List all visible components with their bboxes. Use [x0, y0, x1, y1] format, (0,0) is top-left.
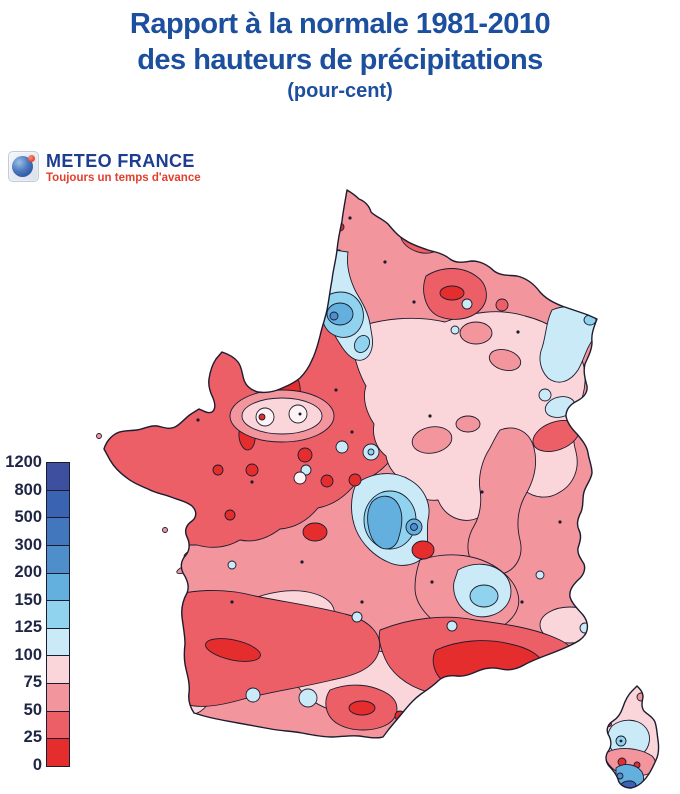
legend-label: 50 [23, 700, 42, 719]
legend-label: 125 [14, 618, 42, 636]
legend-bar [46, 462, 70, 767]
legend-label: 800 [14, 480, 42, 499]
auvergne-wet-zone [351, 473, 435, 566]
legend-label: 150 [14, 590, 42, 609]
logo-name: METEO FRANCE [46, 151, 195, 171]
legend-swatch [47, 600, 69, 628]
globe-icon [8, 151, 39, 182]
legend-swatch [47, 572, 69, 601]
alsace-wet-zone [539, 306, 599, 418]
legend-label: 200 [14, 563, 42, 581]
france-coastline [103, 189, 660, 789]
southwest-dry-zone [159, 590, 398, 731]
legend-label: 100 [14, 645, 42, 664]
legend-label: 300 [14, 535, 42, 554]
meteo-france-logo: METEO FRANCE Toujours un temps d'avance [8, 151, 201, 185]
legend-labels: 1200 800 500 300 200 150 125 100 75 50 25 0 [0, 452, 46, 776]
globe-red-dot [28, 155, 35, 162]
legend-swatch [47, 463, 69, 490]
globe-sphere [12, 156, 33, 177]
legend-swatch [47, 655, 69, 684]
corsica-coastline [605, 685, 660, 789]
color-scale-legend: 1200 800 500 300 200 150 125 100 75 50 25 0 [0, 452, 70, 776]
legend-swatch [47, 710, 69, 739]
title-line-1: Rapport à la normale 1981-2010 [129, 8, 551, 40]
legend-label: 1200 [5, 453, 42, 471]
legend-swatch [47, 517, 69, 545]
legend-swatch [47, 683, 69, 711]
legend-label: 75 [23, 673, 42, 691]
legend-swatch [47, 489, 69, 518]
donut-features [229, 389, 335, 485]
title-unit: (pour-cent) [287, 80, 393, 102]
legend-label: 25 [23, 728, 42, 746]
logo-text: METEO FRANCE Toujours un temps d'avance [46, 152, 201, 185]
legend-swatch [47, 738, 69, 767]
logo-tagline: Toujours un temps d'avance [46, 172, 201, 184]
page-title: Rapport à la normale 1981-2010 des haute… [0, 6, 680, 104]
legend-label: 0 [32, 755, 42, 774]
legend-swatch [47, 544, 69, 573]
legend-swatch [47, 627, 69, 656]
cevennes-wet-zone [446, 563, 512, 632]
title-line-2: des hauteurs de précipitations [137, 44, 543, 76]
legend-label: 500 [14, 508, 42, 526]
